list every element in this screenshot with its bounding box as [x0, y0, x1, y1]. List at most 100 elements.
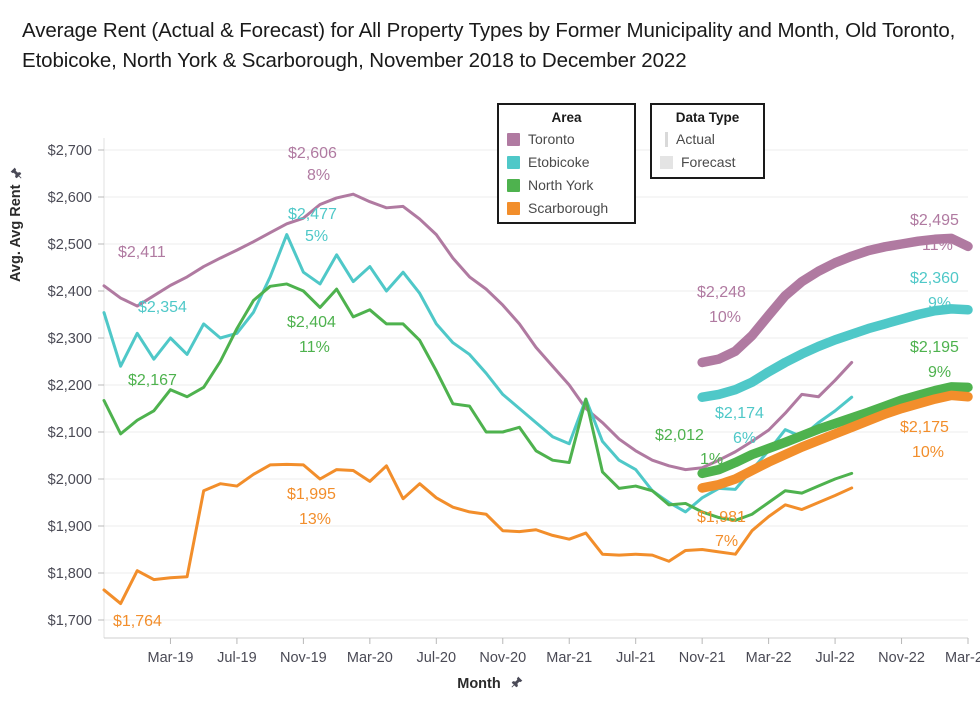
legend-label-etobicoke: Etobicoke — [528, 154, 590, 170]
data-label: 7% — [715, 533, 738, 550]
data-label: $2,477 — [288, 206, 337, 223]
page-title: Average Rent (Actual & Forecast) for All… — [22, 19, 961, 72]
data-label: $2,360 — [910, 270, 959, 287]
legend-label-scarborough: Scarborough — [528, 200, 609, 216]
legend-item-toronto[interactable]: Toronto — [507, 128, 626, 151]
y-tick-label: $2,400 — [48, 284, 92, 300]
x-tick-label: Mar-21 — [546, 650, 592, 666]
forecast-line[interactable] — [697, 382, 973, 479]
data-label: $1,981 — [697, 509, 746, 526]
series-forecast-toronto[interactable] — [697, 233, 973, 368]
y-axis-title[interactable]: Avg. Avg Rent — [8, 167, 24, 282]
data-label: $2,606 — [288, 145, 337, 162]
y-tick-label: $2,200 — [48, 378, 92, 394]
data-labels: $2,411 $2,354 $2,167 $1,764 $2,606 8% $2,477 5%… — [113, 145, 959, 630]
y-tick-label: $1,900 — [48, 519, 92, 535]
data-label: $2,411 — [118, 244, 166, 261]
data-label: 6% — [733, 430, 756, 447]
x-axis-title-text: Month — [457, 676, 501, 692]
data-label: $2,195 — [910, 339, 959, 356]
color-swatch-etobicoke — [507, 156, 520, 169]
x-tick-label: Nov-19 — [280, 650, 327, 666]
y-axis-ticks: $2,700 $2,600 $2,500 $2,400 $2,300 $2,200 $2,1… — [48, 143, 104, 629]
x-tick-label: Nov-22 — [878, 650, 925, 666]
data-label: 11% — [299, 339, 330, 356]
thin-line-icon — [665, 132, 668, 147]
x-tick-label: Jul-22 — [815, 650, 855, 666]
forecast-line[interactable] — [697, 233, 973, 368]
data-label: 11% — [922, 237, 953, 254]
legend-label-actual: Actual — [676, 131, 715, 147]
legend-area-title: Area — [551, 110, 582, 125]
data-label: $2,354 — [138, 299, 187, 316]
color-swatch-north-york — [507, 179, 520, 192]
legend-item-actual[interactable]: Actual — [660, 128, 755, 151]
legend-label-forecast: Forecast — [681, 154, 736, 170]
x-tick-label: Mar-22 — [746, 650, 792, 666]
x-tick-label: Nov-21 — [679, 650, 726, 666]
data-label: 9% — [928, 295, 951, 312]
legend-item-scarborough[interactable]: Scarborough — [507, 197, 626, 220]
series-forecast-etobicoke[interactable] — [697, 304, 973, 402]
y-tick-label: $1,800 — [48, 566, 92, 582]
data-label: $2,495 — [910, 212, 959, 229]
x-tick-label: Nov-20 — [479, 650, 526, 666]
color-swatch-scarborough — [507, 202, 520, 215]
legend-item-north-york[interactable]: North York — [507, 174, 626, 197]
series-toronto[interactable] — [102, 192, 854, 472]
series-north-york[interactable] — [102, 282, 854, 522]
color-swatch-toronto — [507, 133, 520, 146]
actual-line[interactable] — [102, 192, 854, 472]
legend-area[interactable]: Area Toronto Etobicoke North York Scarbo… — [497, 103, 636, 224]
series-etobicoke[interactable] — [102, 233, 854, 514]
y-tick-label: $2,500 — [48, 237, 92, 253]
legend-item-etobicoke[interactable]: Etobicoke — [507, 151, 626, 174]
data-label: 8% — [307, 167, 330, 184]
series-scarborough[interactable] — [102, 462, 854, 606]
x-tick-label: Jul-19 — [217, 650, 257, 666]
y-tick-label: $2,100 — [48, 425, 92, 441]
x-axis-title[interactable]: Month — [0, 676, 980, 692]
y-tick-label: $2,000 — [48, 472, 92, 488]
data-label: 5% — [305, 228, 328, 245]
data-label: 13% — [299, 511, 331, 528]
series-forecast-north-york[interactable] — [697, 382, 973, 479]
forecast-line[interactable] — [697, 390, 973, 493]
x-tick-label: Jul-21 — [616, 650, 656, 666]
data-label: $2,174 — [715, 405, 764, 422]
series-forecast-scarborough[interactable] — [697, 390, 973, 493]
data-label: $1,764 — [113, 613, 162, 630]
data-label: $2,012 — [655, 427, 704, 444]
data-label: 9% — [928, 364, 951, 381]
actual-line[interactable] — [102, 233, 854, 514]
actual-line[interactable] — [102, 282, 854, 522]
x-tick-label: Mar-23 — [945, 650, 980, 666]
sort-pin-icon — [510, 676, 523, 689]
data-label: $2,404 — [287, 314, 336, 331]
axis-lines — [103, 138, 968, 639]
data-label: $2,167 — [128, 372, 177, 389]
x-tick-label: Mar-20 — [347, 650, 393, 666]
thick-block-icon — [660, 156, 673, 169]
x-axis-ticks: Mar-19 Jul-19 Nov-19 Mar-20 Jul-20 Nov-20 Mar-… — [147, 638, 980, 666]
forecast-line[interactable] — [697, 304, 973, 402]
y-tick-label: $2,300 — [48, 331, 92, 347]
sort-pin-icon — [10, 167, 23, 180]
series-layer — [102, 192, 973, 606]
y-tick-label: $2,700 — [48, 143, 92, 159]
data-label: 10% — [709, 309, 741, 326]
legend-label-toronto: Toronto — [528, 131, 575, 147]
legend-data-type-title: Data Type — [675, 110, 740, 125]
y-axis-title-text: Avg. Avg Rent — [8, 184, 24, 282]
actual-line[interactable] — [102, 462, 854, 606]
x-tick-label: Jul-20 — [417, 650, 457, 666]
legend-label-north-york: North York — [528, 177, 594, 193]
data-label: $1,995 — [287, 486, 336, 503]
data-label: $2,248 — [697, 284, 746, 301]
legend-data-type[interactable]: Data Type Actual Forecast — [650, 103, 765, 179]
data-label: 1% — [700, 451, 723, 468]
x-tick-label: Mar-19 — [147, 650, 193, 666]
legend-item-forecast[interactable]: Forecast — [660, 151, 755, 174]
